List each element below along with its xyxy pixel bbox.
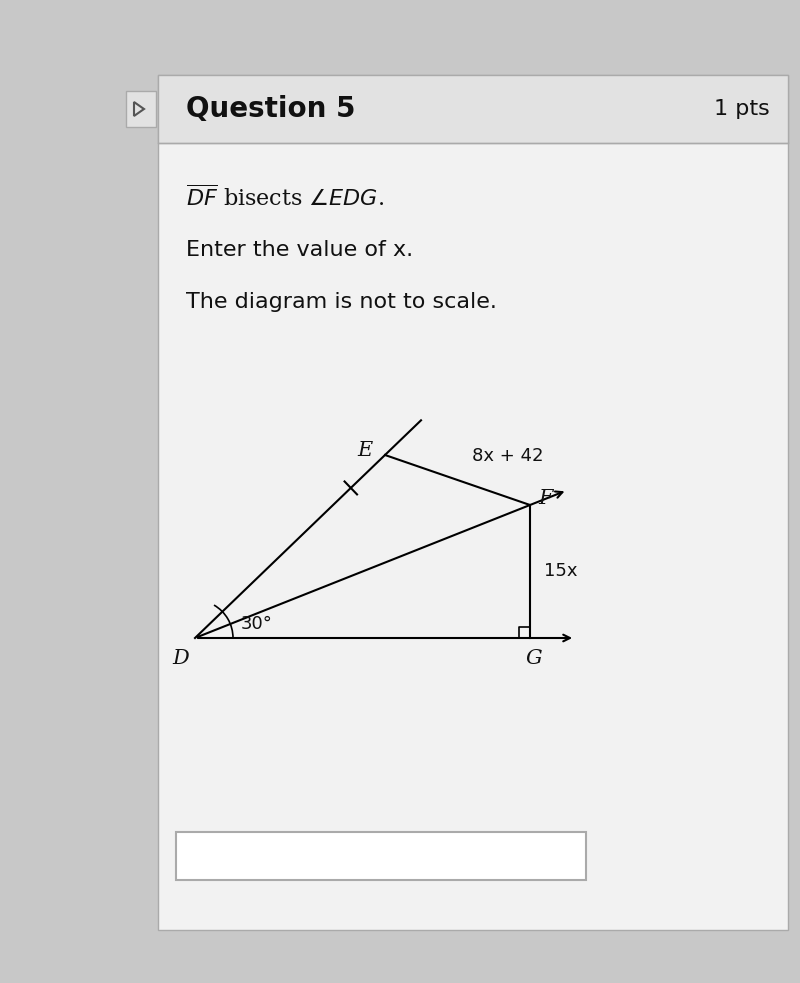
- Text: The diagram is not to scale.: The diagram is not to scale.: [186, 292, 497, 312]
- Text: 8x + 42: 8x + 42: [471, 447, 543, 465]
- Text: 30°: 30°: [241, 615, 273, 633]
- Text: 1 pts: 1 pts: [714, 99, 770, 119]
- Text: 15x: 15x: [544, 562, 578, 581]
- Bar: [158, 75, 788, 930]
- Text: F: F: [538, 490, 554, 508]
- Bar: [158, 75, 788, 143]
- Text: Enter the value of x.: Enter the value of x.: [186, 240, 413, 260]
- Text: G: G: [526, 649, 542, 667]
- Text: Question 5: Question 5: [186, 95, 355, 123]
- Text: D: D: [173, 649, 190, 667]
- Bar: [126, 91, 156, 127]
- Bar: [176, 832, 586, 880]
- Text: E: E: [358, 440, 373, 459]
- Text: $\overline{\mathit{DF}}$ bisects $\angle \mathit{EDG}$.: $\overline{\mathit{DF}}$ bisects $\angle…: [186, 185, 384, 210]
